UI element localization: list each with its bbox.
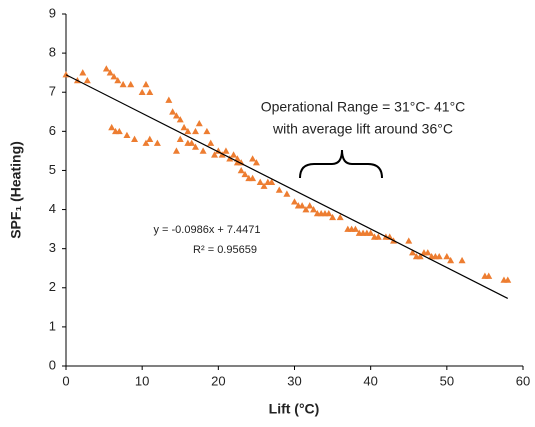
point: [230, 151, 238, 158]
y-tick-label: 5: [49, 162, 56, 177]
point: [275, 186, 283, 193]
point: [176, 116, 184, 123]
y-tick-label: 4: [49, 201, 56, 216]
point: [199, 147, 207, 154]
point: [211, 151, 219, 158]
point: [188, 139, 196, 146]
point: [176, 135, 184, 142]
point: [249, 174, 257, 182]
point: [306, 202, 314, 209]
y-axis-title: SPF₁ (Heating): [8, 141, 24, 239]
y-tick-label: 9: [49, 5, 56, 20]
point: [79, 69, 87, 76]
point: [169, 108, 177, 115]
point: [504, 276, 512, 283]
point: [106, 69, 114, 76]
point: [195, 120, 203, 127]
trendline: [65, 74, 509, 299]
point: [485, 272, 493, 279]
point: [233, 155, 241, 162]
y-tick-label: 1: [49, 318, 56, 333]
r-squared: R² = 0.95659: [193, 244, 257, 256]
x-tick-label: 30: [287, 373, 301, 388]
y-tick-label: 3: [49, 240, 56, 255]
point: [131, 135, 139, 142]
point: [172, 147, 180, 154]
point: [447, 256, 455, 264]
point: [405, 237, 413, 244]
y-tick-label: 8: [49, 45, 56, 60]
point: [252, 159, 260, 166]
x-tick-label: 0: [62, 373, 69, 388]
x-tick-label: 40: [363, 373, 377, 388]
point: [108, 123, 116, 131]
point: [146, 135, 154, 142]
point: [222, 147, 230, 154]
point: [142, 139, 150, 146]
point: [102, 65, 110, 72]
point: [142, 80, 150, 88]
point: [237, 166, 245, 174]
y-tick-label: 7: [49, 84, 56, 99]
point: [184, 127, 192, 135]
point: [180, 123, 188, 131]
point: [416, 252, 424, 260]
y-tick-label: 2: [49, 279, 56, 294]
point: [146, 88, 154, 96]
point: [226, 155, 234, 162]
point: [127, 80, 135, 88]
point: [203, 127, 211, 135]
brace: [299, 149, 383, 179]
point: [351, 225, 359, 232]
point: [329, 213, 337, 221]
point: [233, 159, 241, 166]
point: [123, 131, 131, 139]
y-tick-label: 0: [49, 357, 56, 372]
point: [424, 249, 432, 256]
x-tick-label: 10: [135, 373, 149, 388]
point: [283, 190, 291, 197]
point: [138, 88, 146, 96]
point: [291, 198, 298, 205]
x-tick-label: 20: [211, 373, 225, 388]
point: [325, 209, 333, 217]
point: [336, 213, 344, 221]
point: [249, 155, 257, 162]
point: [260, 182, 268, 189]
trend-equation: y = -0.0986x + 7.4471: [153, 224, 260, 236]
point: [110, 73, 118, 80]
point: [83, 76, 91, 84]
x-axis-title: Lift (°C): [269, 401, 320, 417]
point: [409, 249, 417, 256]
point: [310, 206, 318, 213]
point: [191, 127, 199, 135]
point: [153, 139, 161, 146]
point: [458, 256, 466, 264]
point: [374, 233, 382, 240]
point: [435, 252, 443, 260]
annotation: Operational Range = 31°C- 41°C: [261, 99, 466, 115]
point: [114, 76, 122, 84]
point: [191, 143, 199, 150]
point: [298, 202, 306, 209]
point: [115, 127, 123, 135]
point: [207, 139, 215, 146]
x-tick-label: 50: [440, 373, 454, 388]
y-tick-label: 6: [49, 123, 56, 138]
point: [443, 252, 451, 260]
point: [119, 80, 127, 88]
point: [165, 96, 173, 103]
annotation: with average lift around 36°C: [272, 121, 453, 137]
point: [241, 170, 249, 178]
point: [268, 178, 276, 185]
point: [367, 229, 375, 236]
point: [256, 178, 264, 185]
x-tick-label: 60: [516, 373, 530, 388]
point: [172, 112, 180, 119]
point: [302, 206, 310, 213]
